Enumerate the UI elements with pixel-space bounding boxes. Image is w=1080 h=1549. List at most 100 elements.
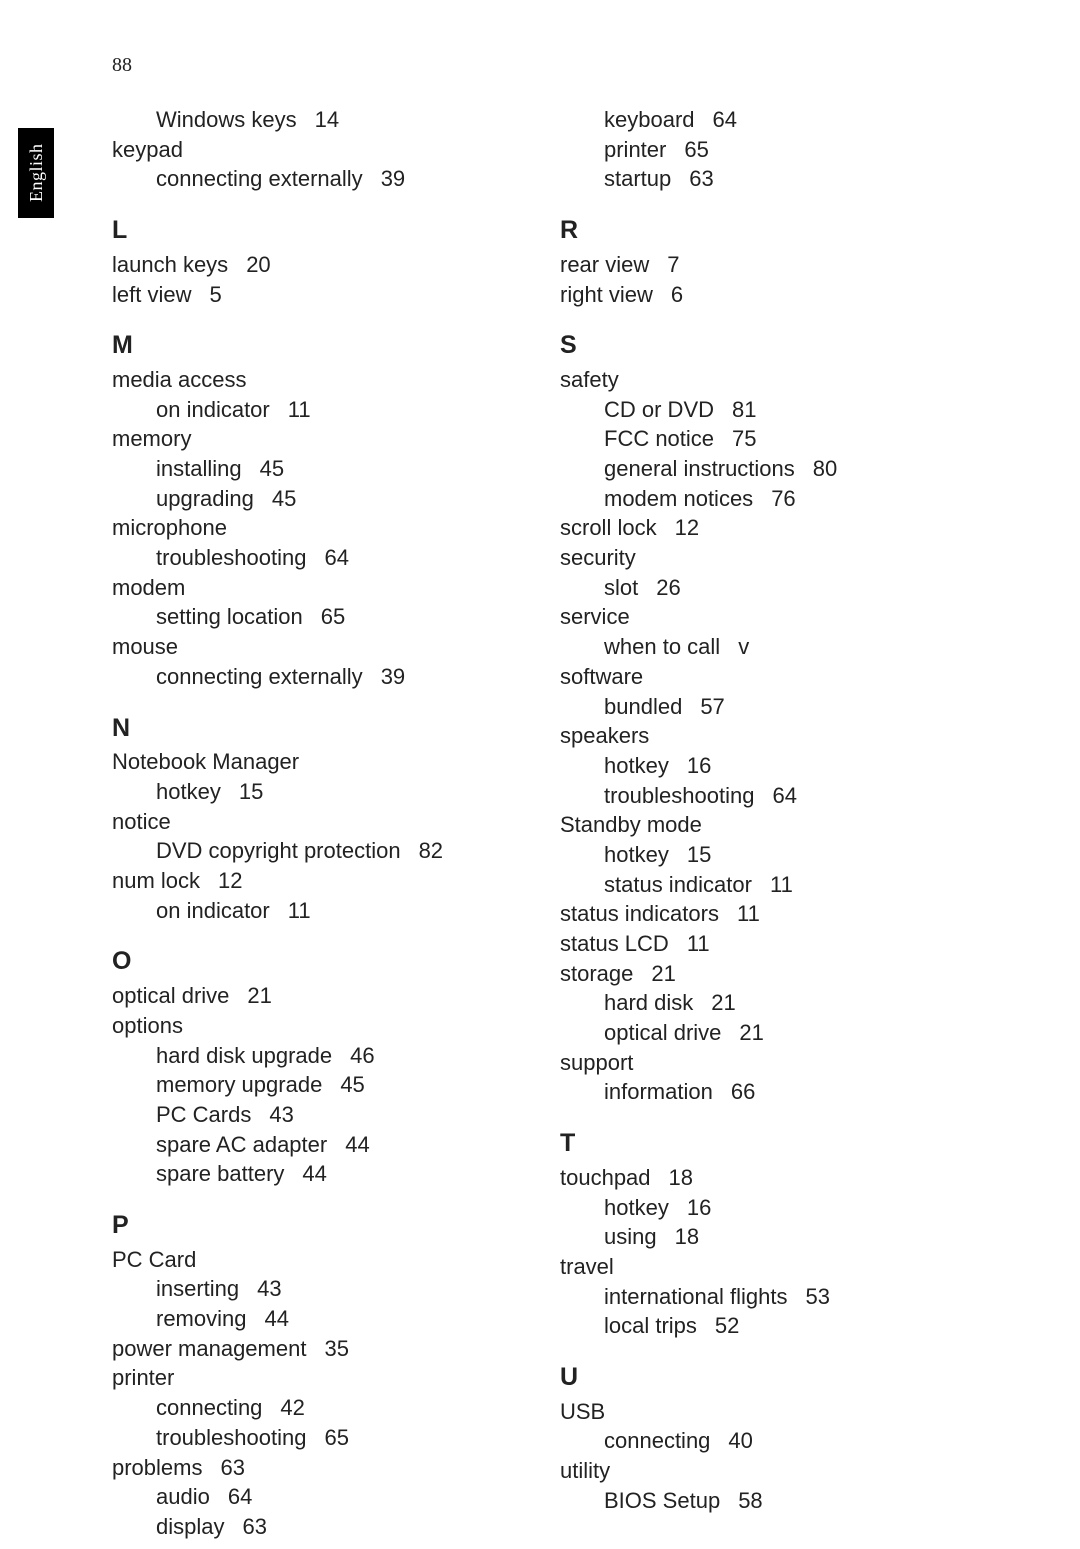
index-entry: status indicators11 bbox=[560, 899, 968, 929]
index-entry: spare AC adapter44 bbox=[112, 1130, 520, 1160]
index-page-number: 44 bbox=[264, 1306, 288, 1331]
index-entry: touchpad18 bbox=[560, 1163, 968, 1193]
index-letter: U bbox=[560, 1361, 968, 1395]
index-entry: hotkey 15 bbox=[560, 840, 968, 870]
index-letter: N bbox=[112, 712, 520, 746]
index-term: on indicator bbox=[156, 898, 270, 923]
index-term: printer bbox=[604, 137, 666, 162]
index-term: options bbox=[112, 1013, 183, 1038]
index-page-number: 44 bbox=[345, 1132, 369, 1157]
index-letter: O bbox=[112, 945, 520, 979]
index-entry: printer65 bbox=[560, 135, 968, 165]
index-letter: R bbox=[560, 214, 968, 248]
index-page-number: v bbox=[738, 634, 749, 659]
index-entry: on indicator11 bbox=[112, 395, 520, 425]
index-entry: FCC notice75 bbox=[560, 424, 968, 454]
index-term: launch keys bbox=[112, 252, 228, 277]
index-page-number: 15 bbox=[687, 842, 711, 867]
index-entry: optical drive21 bbox=[112, 981, 520, 1011]
page-number: 88 bbox=[112, 52, 132, 79]
index-entry: Windows keys14 bbox=[112, 105, 520, 135]
index-term: problems bbox=[112, 1455, 202, 1480]
index-term: memory bbox=[112, 426, 191, 451]
index-page-number: 57 bbox=[700, 694, 724, 719]
index-term: storage bbox=[560, 961, 633, 986]
index-term: keypad bbox=[112, 137, 183, 162]
index-term: touchpad bbox=[560, 1165, 651, 1190]
index-term: CD or DVD bbox=[604, 397, 714, 422]
index-page-number: 14 bbox=[315, 107, 339, 132]
index-term: scroll lock bbox=[560, 515, 657, 540]
index-entry: connecting42 bbox=[112, 1393, 520, 1423]
index-entry: microphone bbox=[112, 513, 520, 543]
index-term: information bbox=[604, 1079, 713, 1104]
index-entry: troubleshooting65 bbox=[112, 1423, 520, 1453]
index-entry: BIOS Setup 58 bbox=[560, 1486, 968, 1516]
index-page-number: 12 bbox=[675, 515, 699, 540]
index-entry: power management35 bbox=[112, 1334, 520, 1364]
index-entry: general instructions80 bbox=[560, 454, 968, 484]
index-entry: connecting externally39 bbox=[112, 164, 520, 194]
index-entry: status LCD 11 bbox=[560, 929, 968, 959]
index-term: hotkey bbox=[604, 753, 669, 778]
index-term: hard disk bbox=[604, 990, 693, 1015]
index-term: spare battery bbox=[156, 1161, 284, 1186]
index-term: local trips bbox=[604, 1313, 697, 1338]
index-page-number: 39 bbox=[381, 166, 405, 191]
index-entry: storage21 bbox=[560, 959, 968, 989]
index-entry: USB bbox=[560, 1397, 968, 1427]
index-page-number: 39 bbox=[381, 664, 405, 689]
index-term: BIOS Setup bbox=[604, 1488, 720, 1513]
index-entry: safety bbox=[560, 365, 968, 395]
index-page-number: 18 bbox=[675, 1224, 699, 1249]
index-page-number: 63 bbox=[689, 166, 713, 191]
index-entry: problems 63 bbox=[112, 1453, 520, 1483]
index-entry: upgrading45 bbox=[112, 484, 520, 514]
index-term: left view bbox=[112, 282, 191, 307]
index-term: audio bbox=[156, 1484, 210, 1509]
index-term: connecting bbox=[604, 1428, 710, 1453]
index-page-number: 20 bbox=[246, 252, 270, 277]
index-term: using bbox=[604, 1224, 657, 1249]
index-term: hard disk upgrade bbox=[156, 1043, 332, 1068]
index-entry: connecting externally39 bbox=[112, 662, 520, 692]
index-term: PC Card bbox=[112, 1247, 196, 1272]
index-entry: spare battery44 bbox=[112, 1159, 520, 1189]
index-page-number: 76 bbox=[771, 486, 795, 511]
index-entry: local trips52 bbox=[560, 1311, 968, 1341]
index-entry: utility bbox=[560, 1456, 968, 1486]
index-term: setting location bbox=[156, 604, 303, 629]
index-term: status LCD bbox=[560, 931, 669, 956]
index-term: hotkey bbox=[604, 842, 669, 867]
index-entry: keypad bbox=[112, 135, 520, 165]
index-letter: M bbox=[112, 329, 520, 363]
index-entry: modem bbox=[112, 573, 520, 603]
index-entry: international flights53 bbox=[560, 1282, 968, 1312]
index-term: support bbox=[560, 1050, 633, 1075]
index-page-number: 63 bbox=[242, 1514, 266, 1539]
index-entry: optical drive21 bbox=[560, 1018, 968, 1048]
index-page-number: 11 bbox=[687, 931, 710, 956]
index-column-right: keyboard64printer65startup63Rrear view7r… bbox=[560, 105, 968, 1542]
index-term: troubleshooting bbox=[604, 783, 754, 808]
index-page-number: 5 bbox=[209, 282, 221, 307]
index-page-number: 63 bbox=[220, 1455, 244, 1480]
index-page-number: 58 bbox=[738, 1488, 762, 1513]
index-entry: bundled 57 bbox=[560, 692, 968, 722]
index-page-number: 53 bbox=[805, 1284, 829, 1309]
index-entry: display63 bbox=[112, 1512, 520, 1542]
index-entry: service bbox=[560, 602, 968, 632]
index-entry: setting location65 bbox=[112, 602, 520, 632]
index-entry: memory bbox=[112, 424, 520, 454]
index-columns: Windows keys14keypadconnecting externall… bbox=[112, 105, 968, 1542]
index-term: startup bbox=[604, 166, 671, 191]
index-page-number: 21 bbox=[247, 983, 271, 1008]
index-term: mouse bbox=[112, 634, 178, 659]
index-letter: S bbox=[560, 329, 968, 363]
index-page-number: 21 bbox=[739, 1020, 763, 1045]
index-term: bundled bbox=[604, 694, 682, 719]
index-term: security bbox=[560, 545, 636, 570]
index-entry: support bbox=[560, 1048, 968, 1078]
index-page-number: 42 bbox=[280, 1395, 304, 1420]
index-entry: options bbox=[112, 1011, 520, 1041]
